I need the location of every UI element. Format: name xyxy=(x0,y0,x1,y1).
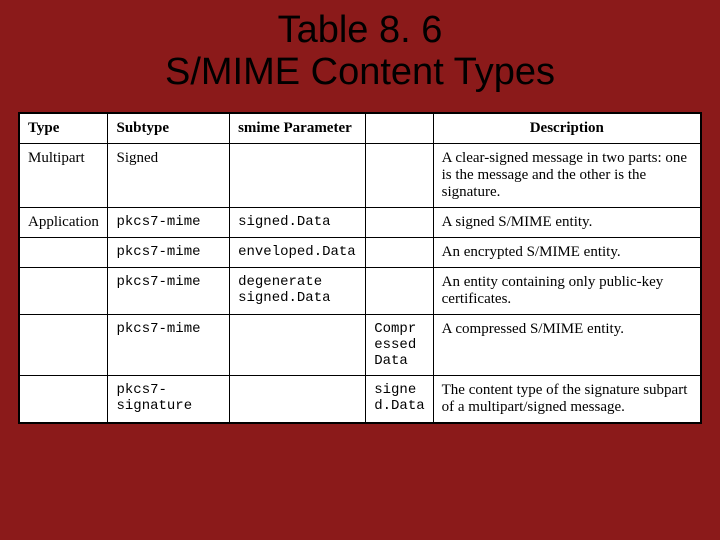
cell-type xyxy=(20,375,108,422)
cell-smime-b: signe d.Data xyxy=(366,375,433,422)
cell-type: Multipart xyxy=(20,143,108,207)
col-description: Description xyxy=(433,113,700,143)
cell-subtype: pkcs7-mime xyxy=(108,207,230,237)
cell-smime-a xyxy=(230,314,366,375)
table-row: pkcs7-signature signe d.Data The content… xyxy=(20,375,701,422)
title-line2: S/MIME Content Types xyxy=(0,52,720,94)
cell-type xyxy=(20,267,108,314)
cell-smime-b xyxy=(366,267,433,314)
table-header-row: Type Subtype smime Parameter Description xyxy=(20,113,701,143)
table-row: pkcs7-mime Compr essed Data A compressed… xyxy=(20,314,701,375)
cell-smime-b xyxy=(366,207,433,237)
col-smime-param: smime Parameter xyxy=(230,113,366,143)
cell-smime-a: enveloped.Data xyxy=(230,237,366,267)
title-line1: Table 8. 6 xyxy=(0,10,720,52)
cell-smime-a: signed.Data xyxy=(230,207,366,237)
cell-smime-a xyxy=(230,143,366,207)
cell-smime-b: Compr essed Data xyxy=(366,314,433,375)
cell-subtype: pkcs7-mime xyxy=(108,267,230,314)
table-row: pkcs7-mime degenerate signed.Data An ent… xyxy=(20,267,701,314)
cell-smime-b xyxy=(366,237,433,267)
table-row: pkcs7-mime enveloped.Data An encrypted S… xyxy=(20,237,701,267)
table-row: Application pkcs7-mime signed.Data A sig… xyxy=(20,207,701,237)
cell-desc: A clear-signed message in two parts: one… xyxy=(433,143,700,207)
cell-smime-a: degenerate signed.Data xyxy=(230,267,366,314)
col-type: Type xyxy=(20,113,108,143)
cell-smime-a xyxy=(230,375,366,422)
cell-type xyxy=(20,314,108,375)
cell-type xyxy=(20,237,108,267)
cell-desc: The content type of the signature subpar… xyxy=(433,375,700,422)
cell-smime-b xyxy=(366,143,433,207)
content-types-table: Type Subtype smime Parameter Description… xyxy=(19,113,701,423)
col-subtype: Subtype xyxy=(108,113,230,143)
cell-desc: A compressed S/MIME entity. xyxy=(433,314,700,375)
cell-subtype: Signed xyxy=(108,143,230,207)
cell-desc: An encrypted S/MIME entity. xyxy=(433,237,700,267)
cell-type: Application xyxy=(20,207,108,237)
cell-desc: A signed S/MIME entity. xyxy=(433,207,700,237)
table-row: Multipart Signed A clear-signed message … xyxy=(20,143,701,207)
table-container: Type Subtype smime Parameter Description… xyxy=(18,112,702,424)
slide: Table 8. 6 S/MIME Content Types Type Sub… xyxy=(0,0,720,540)
cell-subtype: pkcs7-signature xyxy=(108,375,230,422)
title-block: Table 8. 6 S/MIME Content Types xyxy=(0,0,720,112)
cell-desc: An entity containing only public-key cer… xyxy=(433,267,700,314)
cell-subtype: pkcs7-mime xyxy=(108,314,230,375)
cell-subtype: pkcs7-mime xyxy=(108,237,230,267)
col-smime-extra xyxy=(366,113,433,143)
